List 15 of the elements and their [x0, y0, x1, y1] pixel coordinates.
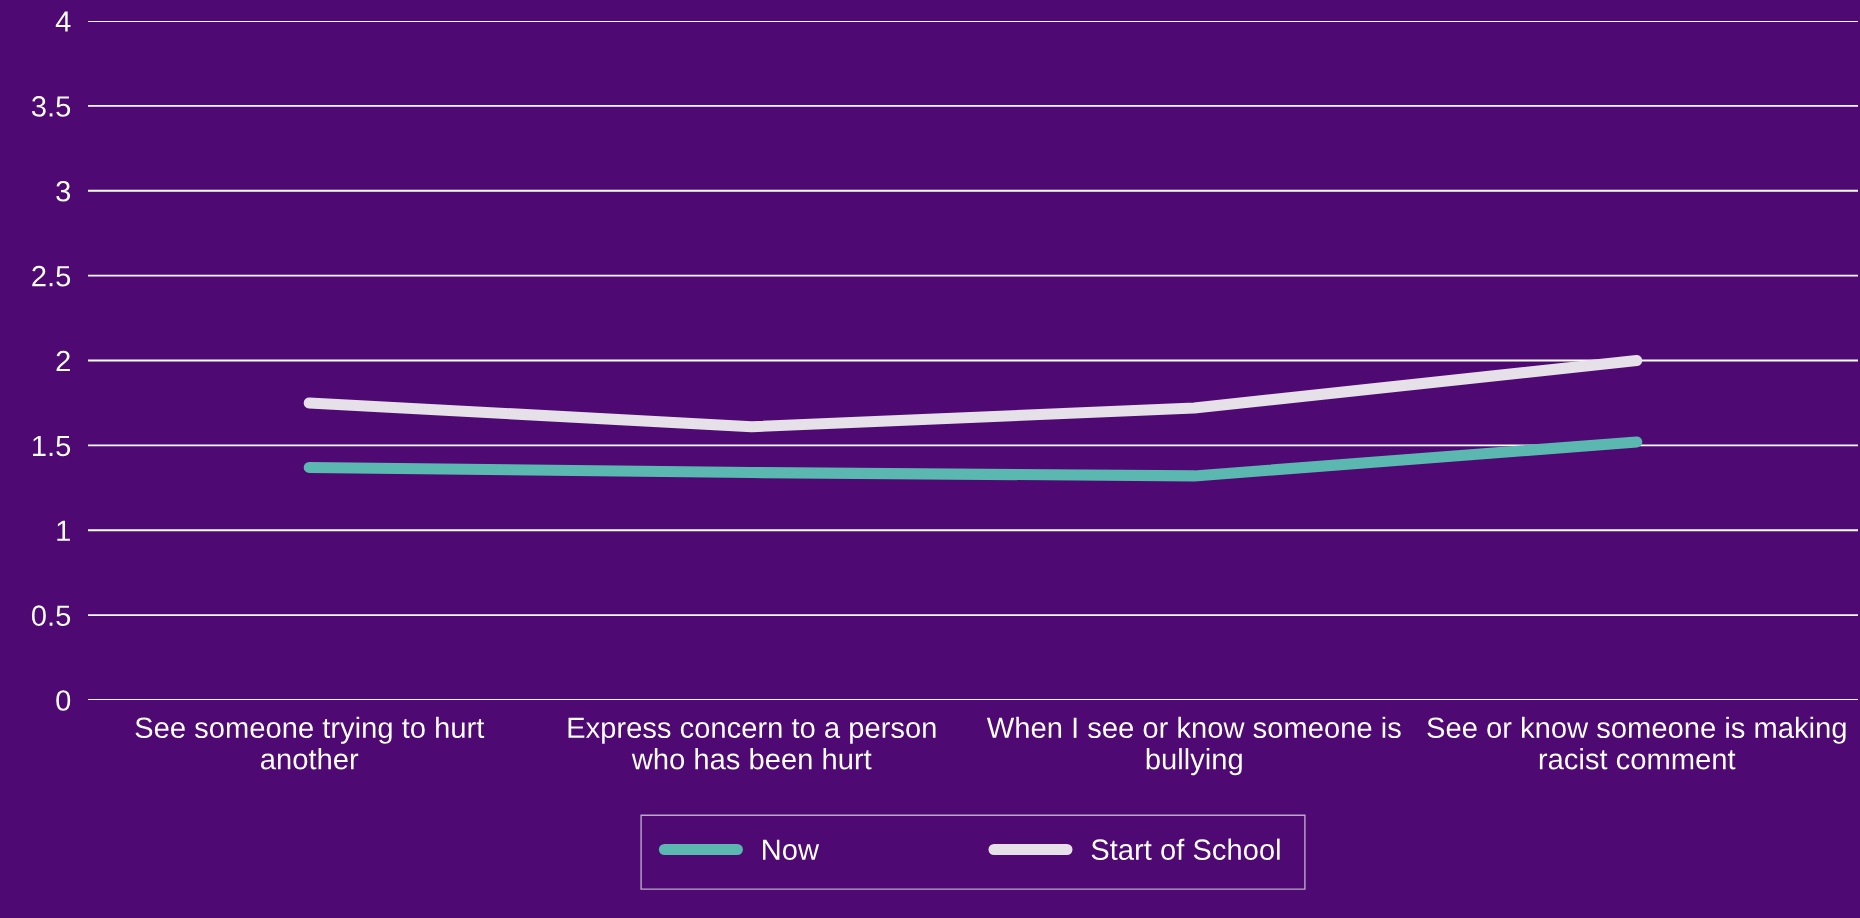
legend-label: Start of School	[1091, 838, 1280, 861]
y-tick-label: 2	[56, 350, 70, 372]
y-tick-label: 3.5	[31, 96, 71, 117]
y-tick-label: 4	[55, 11, 71, 32]
y-tick-label: 1.5	[33, 435, 71, 457]
x-tick-label: See someone trying to hurt another	[135, 716, 485, 770]
y-tick-label: 3	[56, 180, 71, 202]
y-tick-label: 1	[57, 520, 70, 541]
x-tick-label: Express concern to a person who has been hurt	[568, 717, 936, 770]
y-tick-label: 0.5	[31, 605, 71, 626]
x-tick-label: See or know someone is making racist comment	[1427, 716, 1846, 770]
x-tick-label: When I see or know someone is bullying	[986, 716, 1401, 776]
legend-label: Now	[763, 839, 820, 861]
y-tick-label: 2.5	[32, 265, 71, 287]
y-tick-label: 0	[56, 690, 71, 711]
